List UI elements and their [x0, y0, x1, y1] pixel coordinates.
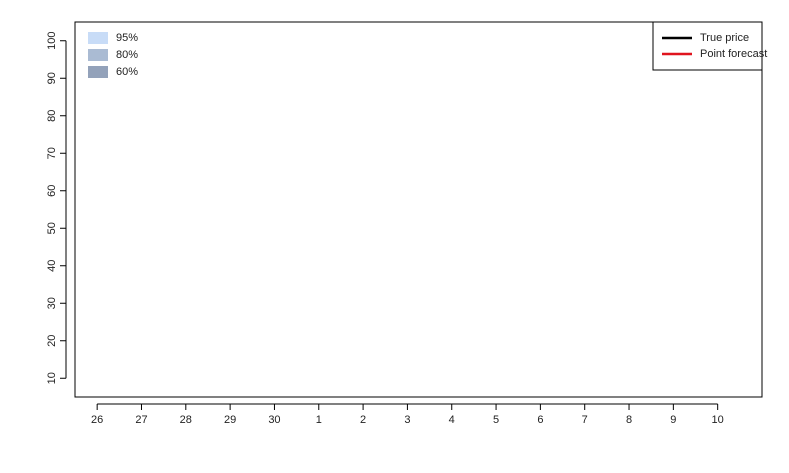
x-tick-label: 26: [91, 414, 103, 426]
y-tick-label: 100: [46, 32, 58, 50]
y-tick-label: 30: [46, 297, 58, 309]
x-tick-label: 27: [135, 414, 147, 426]
legend-label: Point forecast: [700, 48, 767, 60]
x-tick-label: 6: [537, 414, 543, 426]
line-legend: True price Point forecast: [652, 21, 767, 71]
x-tick-label: 3: [404, 414, 410, 426]
legend-swatch: [88, 66, 108, 78]
y-tick-label: 50: [46, 222, 58, 234]
legend-box: [652, 21, 763, 71]
x-tick-label: 9: [670, 414, 676, 426]
legend-label: 80%: [116, 49, 138, 61]
x-tick-label: 30: [268, 414, 280, 426]
legend-swatch: [88, 49, 108, 61]
x-tick-label: 10: [712, 414, 724, 426]
x-tick-label: 2: [360, 414, 366, 426]
x-tick-label: 7: [582, 414, 588, 426]
legend-label: 95%: [116, 32, 138, 44]
y-tick-label: 20: [46, 335, 58, 347]
x-tick-label: 28: [180, 414, 192, 426]
y-tick-label: 90: [46, 72, 58, 84]
y-tick-label: 70: [46, 147, 58, 159]
y-tick-label: 60: [46, 185, 58, 197]
y-tick-label: 10: [46, 372, 58, 384]
x-tick-label: 8: [626, 414, 632, 426]
x-tick-label: 4: [449, 414, 455, 426]
x-tick-label: 5: [493, 414, 499, 426]
x-tick-label: 1: [316, 414, 322, 426]
legend-label: 60%: [116, 66, 138, 78]
y-tick-label: 40: [46, 260, 58, 272]
legend-swatch: [88, 32, 108, 44]
x-tick-label: 29: [224, 414, 236, 426]
legend-label: True price: [700, 32, 749, 44]
y-tick-label: 80: [46, 110, 58, 122]
plot-frame: [74, 21, 763, 398]
